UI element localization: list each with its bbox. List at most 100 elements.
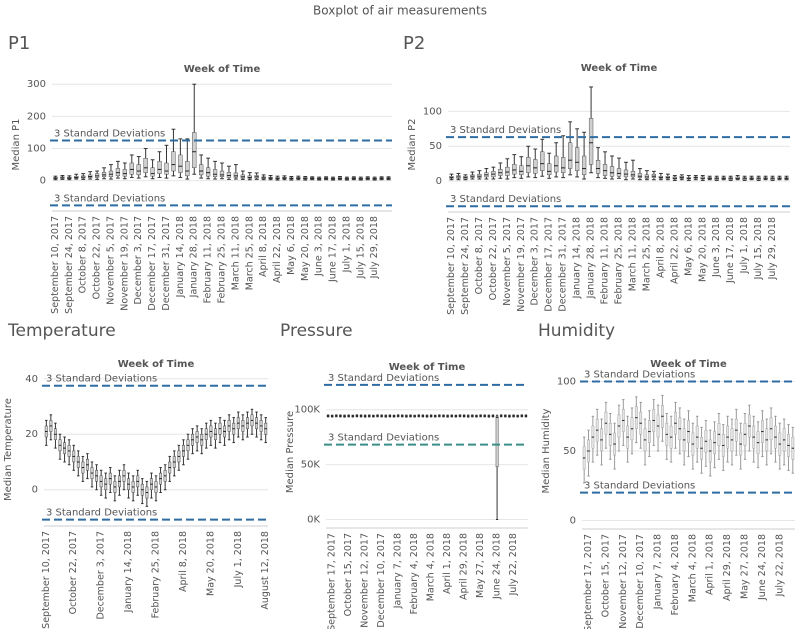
box bbox=[226, 172, 232, 178]
x-tick-label: January 14, 2018 bbox=[572, 217, 583, 299]
x-tick-label: April 22, 2018 bbox=[272, 216, 283, 283]
y-tick-label: 0 bbox=[40, 176, 46, 187]
x-tick-label: February 4, 2018 bbox=[670, 534, 681, 615]
x-tick-label: April 29, 2018 bbox=[722, 534, 733, 601]
reference-label: 3 Standard Deviations bbox=[450, 194, 561, 205]
box bbox=[602, 164, 608, 176]
box bbox=[143, 157, 148, 173]
x-tick-label: July 1, 2018 bbox=[341, 216, 352, 273]
y-tick-label: 100 bbox=[27, 144, 46, 155]
x-tick-label: January 7, 2018 bbox=[393, 533, 404, 609]
x-tick-label: November 12, 2017 bbox=[360, 533, 371, 628]
box bbox=[519, 165, 524, 176]
panel-title: Pressure bbox=[280, 321, 353, 341]
x-tick-label: September 24, 2017 bbox=[64, 216, 75, 314]
x-tick-label: September 10, 2017 bbox=[446, 217, 457, 315]
box bbox=[178, 154, 183, 173]
x-tick-label: May 6, 2018 bbox=[286, 216, 297, 275]
y-tick-label: 50K bbox=[301, 460, 321, 471]
x-tick-label: December 31, 2017 bbox=[161, 216, 172, 311]
x-tick-label: July 1, 2018 bbox=[233, 531, 244, 588]
box bbox=[575, 147, 580, 171]
x-tick-label: December 3, 2017 bbox=[133, 216, 144, 305]
x-tick-label: July 1, 2018 bbox=[739, 217, 750, 274]
x-tick-label: December 31, 2017 bbox=[558, 217, 569, 312]
x-tick-label: February 11, 2018 bbox=[600, 217, 611, 304]
y-axis-label: Median P2 bbox=[407, 119, 418, 171]
box bbox=[136, 164, 141, 176]
x-tick-label: November 5, 2017 bbox=[105, 216, 116, 305]
reference-label: 3 Standard Deviations bbox=[328, 373, 439, 384]
box bbox=[233, 172, 238, 178]
x-tick-label: March 25, 2018 bbox=[244, 216, 255, 290]
box bbox=[540, 151, 545, 171]
reference-label: 3 Standard Deviations bbox=[584, 370, 695, 381]
box bbox=[568, 142, 573, 169]
x-tick-label: May 27, 2018 bbox=[475, 533, 486, 598]
x-tick-label: September 10, 2017 bbox=[41, 531, 52, 629]
box bbox=[616, 168, 622, 177]
x-tick-label: July 22, 2018 bbox=[508, 533, 519, 596]
axis-title: Week of Time bbox=[650, 359, 727, 370]
x-tick-label: March 4, 2018 bbox=[687, 534, 698, 602]
box bbox=[157, 161, 162, 174]
x-tick-label: October 22, 2017 bbox=[488, 217, 499, 300]
box bbox=[164, 162, 169, 175]
box bbox=[495, 416, 499, 468]
x-tick-label: June 3, 2018 bbox=[711, 217, 722, 278]
y-tick-label: 300 bbox=[27, 79, 46, 90]
x-tick-label: October 22, 2017 bbox=[68, 531, 79, 614]
x-tick-label: December 3, 2017 bbox=[530, 217, 541, 306]
x-tick-label: October 15, 2017 bbox=[343, 533, 354, 616]
x-tick-label: October 22, 2017 bbox=[92, 216, 103, 299]
x-tick-label: January 14, 2018 bbox=[175, 216, 186, 298]
x-tick-label: December 17, 2017 bbox=[544, 217, 555, 312]
panel-title: P2 bbox=[403, 33, 425, 54]
reference-label: 3 Standard Deviations bbox=[46, 508, 157, 519]
x-tick-label: March 11, 2018 bbox=[627, 217, 638, 291]
x-tick-label: December 10, 2017 bbox=[376, 533, 387, 628]
y-tick-label: 100 bbox=[557, 377, 576, 388]
x-tick-label: March 4, 2018 bbox=[426, 533, 437, 601]
x-tick-label: February 4, 2018 bbox=[409, 533, 420, 614]
y-tick-label: 0 bbox=[436, 176, 442, 187]
x-tick-label: February 25, 2018 bbox=[151, 531, 162, 618]
y-tick-label: 40 bbox=[25, 374, 38, 385]
box bbox=[219, 170, 225, 178]
box bbox=[609, 166, 615, 177]
x-tick-label: June 24, 2018 bbox=[757, 534, 768, 601]
x-tick-label: May 27, 2018 bbox=[740, 534, 751, 599]
x-tick-label: December 3, 2017 bbox=[96, 531, 107, 620]
y-tick-label: 0K bbox=[307, 515, 320, 526]
x-tick-label: April 8, 2018 bbox=[258, 216, 269, 277]
x-tick-label: February 25, 2018 bbox=[614, 217, 625, 304]
box bbox=[212, 169, 218, 178]
box bbox=[129, 162, 134, 175]
x-tick-label: August 12, 2018 bbox=[260, 531, 271, 610]
reference-label: 3 Standard Deviations bbox=[54, 193, 165, 204]
y-axis-label: Median Temperature bbox=[3, 398, 14, 501]
x-tick-label: January 28, 2018 bbox=[586, 217, 597, 299]
x-tick-label: June 3, 2018 bbox=[314, 216, 325, 277]
x-tick-label: May 20, 2018 bbox=[697, 217, 708, 282]
box bbox=[206, 167, 211, 177]
box bbox=[561, 157, 566, 173]
box bbox=[199, 164, 204, 176]
x-tick-label: July 29, 2018 bbox=[369, 216, 380, 279]
y-tick-label: 20 bbox=[25, 429, 38, 440]
x-tick-label: July 15, 2018 bbox=[753, 217, 764, 280]
box bbox=[554, 155, 559, 173]
reference-label: 3 Standard Deviations bbox=[46, 374, 157, 385]
x-tick-label: February 25, 2018 bbox=[217, 216, 228, 303]
x-tick-label: October 8, 2017 bbox=[78, 216, 89, 293]
box bbox=[192, 132, 197, 169]
y-tick-label: 100 bbox=[423, 106, 442, 117]
y-tick-label: 50 bbox=[563, 446, 576, 457]
x-tick-label: April 29, 2018 bbox=[459, 533, 470, 600]
box bbox=[630, 171, 636, 178]
x-tick-label: November 19, 2017 bbox=[516, 217, 527, 312]
x-tick-label: May 20, 2018 bbox=[205, 531, 216, 596]
y-axis-label: Median Humidity bbox=[541, 408, 552, 493]
y-axis-label: Median P1 bbox=[11, 119, 22, 171]
x-tick-label: March 11, 2018 bbox=[230, 216, 241, 290]
